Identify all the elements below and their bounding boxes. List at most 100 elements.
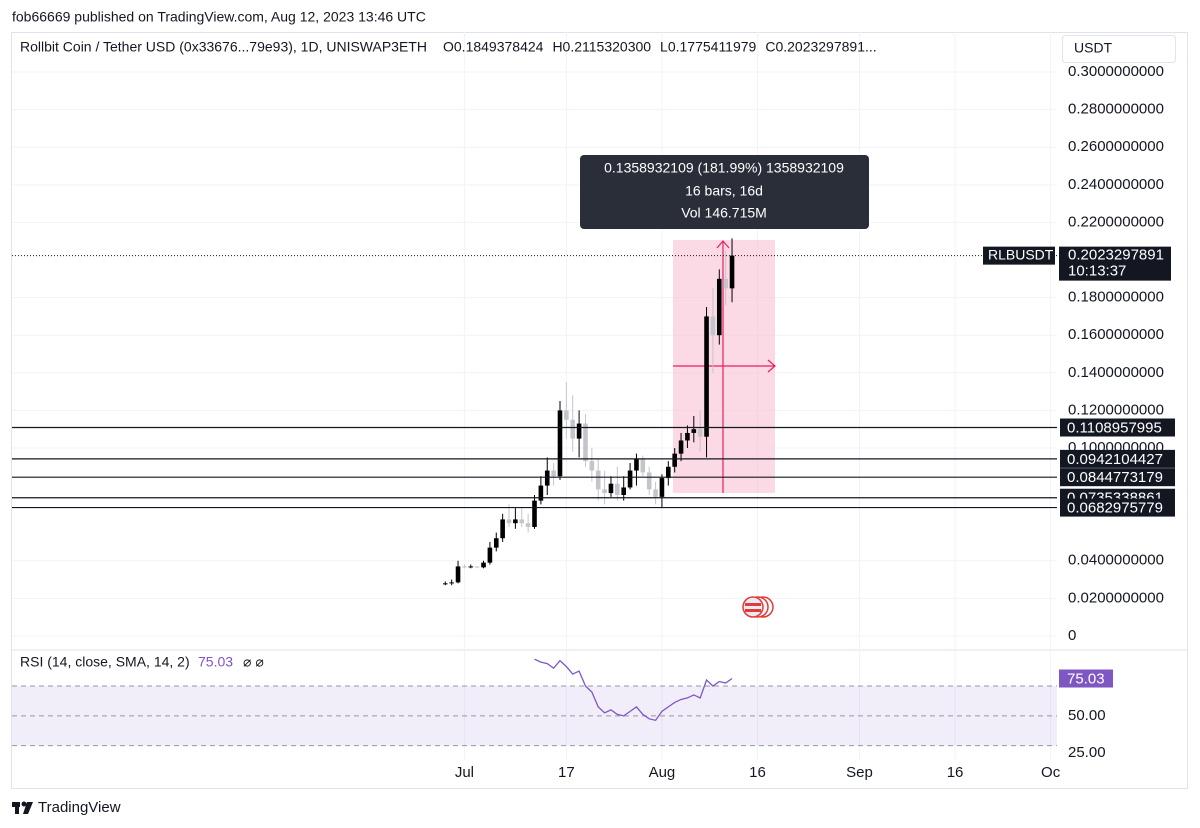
y-tick-label: 0.2400000000 — [1068, 176, 1164, 193]
candle-body — [493, 538, 499, 548]
y-tick-label: 0.1800000000 — [1068, 289, 1164, 306]
candle-body — [570, 419, 576, 439]
rsi-title: RSI (14, close, SMA, 14, 2) — [20, 654, 190, 670]
candle-body — [678, 440, 684, 454]
y-tick-label: 0.2800000000 — [1068, 101, 1164, 118]
candle-body — [691, 429, 697, 433]
rsi-value-box — [1059, 669, 1113, 688]
candle-body — [659, 478, 665, 497]
candle-body — [532, 500, 537, 527]
level-label: 0.0942104427 — [1067, 451, 1163, 468]
candle-body — [716, 278, 722, 336]
candle-body — [449, 582, 454, 584]
candle-body — [723, 278, 728, 289]
level-label: 0.0682975779 — [1067, 500, 1163, 517]
candle-body — [634, 459, 639, 471]
candle-body — [621, 487, 627, 495]
candle-body — [640, 459, 646, 473]
rsi-value-label: 75.03 — [1067, 670, 1105, 687]
measure-arrowhead — [716, 240, 730, 249]
level-label-box — [1060, 418, 1175, 437]
candle-body — [685, 432, 690, 441]
candle-body — [583, 423, 588, 462]
ohlc-value: O0.1849378424 — [443, 39, 544, 55]
candle-body — [525, 523, 531, 527]
candle-body — [646, 472, 652, 490]
candle-body — [487, 547, 493, 563]
last-price-label: 0.2023297891 — [1068, 247, 1164, 264]
y-tick-label: 0.2600000000 — [1068, 138, 1164, 155]
rsi-icons: ⌀ ⌀ — [243, 654, 264, 670]
rsi-tick-label: 25.00 — [1068, 744, 1106, 761]
candle-body — [564, 410, 569, 420]
candle-body — [608, 483, 614, 494]
measure-text: 0.1358932109 (181.99%) 1358932109 — [604, 160, 844, 176]
chart-title: Rollbit Coin / Tether USD (0x33676...79e… — [20, 39, 427, 55]
candle-body — [468, 566, 474, 568]
candle-body — [551, 470, 556, 477]
candle-body — [500, 519, 505, 539]
measure-text: 16 bars, 16d — [685, 183, 763, 199]
last-price-box — [1059, 246, 1171, 281]
brand: TradingView — [38, 799, 121, 816]
candle-body — [455, 566, 461, 583]
candle-body — [544, 470, 550, 486]
x-tick-label: Oc — [1041, 764, 1061, 781]
measure-tooltip — [580, 155, 869, 229]
level-label-box — [1060, 498, 1175, 517]
y-tick-label: 0.1400000000 — [1068, 364, 1164, 381]
candle-body — [672, 453, 677, 467]
measure-arrowhead — [767, 359, 776, 373]
x-tick-label: 17 — [558, 764, 575, 781]
candle-body — [513, 519, 518, 524]
candle-body — [481, 562, 486, 568]
candle-body — [474, 566, 480, 568]
symbol-label: RLBUSDT — [988, 246, 1054, 262]
x-tick-label: Jul — [455, 764, 474, 781]
x-tick-label: Aug — [649, 764, 676, 781]
candle-body — [589, 461, 595, 471]
candle-body — [506, 519, 512, 524]
chart-frame — [11, 32, 1188, 789]
x-tick-label: 16 — [749, 764, 766, 781]
candle-body — [710, 316, 716, 336]
rsi-value: 75.03 — [198, 654, 233, 670]
y-tick-label: 0.0200000000 — [1068, 589, 1164, 606]
candle-body — [615, 483, 620, 495]
currency[interactable]: USDT — [1074, 40, 1113, 56]
level-label: 0.0844773179 — [1067, 469, 1163, 486]
countdown: 10:13:37 — [1068, 263, 1126, 280]
level-label-box — [1060, 449, 1175, 468]
byline: fob66669 published on TradingView.com, A… — [12, 9, 426, 25]
candle-body — [462, 566, 467, 568]
candle-body — [627, 470, 633, 488]
x-tick-label: Sep — [846, 764, 873, 781]
y-tick-label: 0.3000000000 — [1068, 63, 1164, 80]
candle-body — [653, 489, 658, 497]
currency-box[interactable] — [1062, 35, 1176, 63]
level-label: 0.1108957995 — [1067, 419, 1162, 436]
candle-body — [729, 255, 735, 289]
candle-body — [595, 470, 601, 490]
candle-body — [666, 466, 671, 479]
ohlc-value: H0.2115320300 — [552, 39, 651, 55]
rsi-line — [534, 658, 733, 722]
symbol-box — [983, 246, 1055, 265]
rsi-tick-label: 50.00 — [1068, 707, 1106, 724]
level-label-box — [1060, 468, 1175, 487]
y-tick-label: 0.0400000000 — [1068, 552, 1164, 569]
y-tick-label: 0 — [1068, 627, 1076, 644]
ohlc-value: C0.2023297891... — [765, 39, 876, 55]
candle-body — [442, 583, 448, 585]
ohlc-value: L0.1775411979 — [660, 39, 756, 55]
candle-body — [704, 316, 709, 437]
candle-body — [557, 410, 563, 477]
candle-body — [538, 485, 544, 501]
event-flag — [742, 596, 774, 618]
y-tick-label: 0.1200000000 — [1068, 401, 1164, 418]
candle-body — [519, 519, 525, 524]
candle-body — [697, 429, 703, 437]
candle-body — [602, 489, 607, 494]
y-tick-label: 0.2200000000 — [1068, 213, 1164, 230]
